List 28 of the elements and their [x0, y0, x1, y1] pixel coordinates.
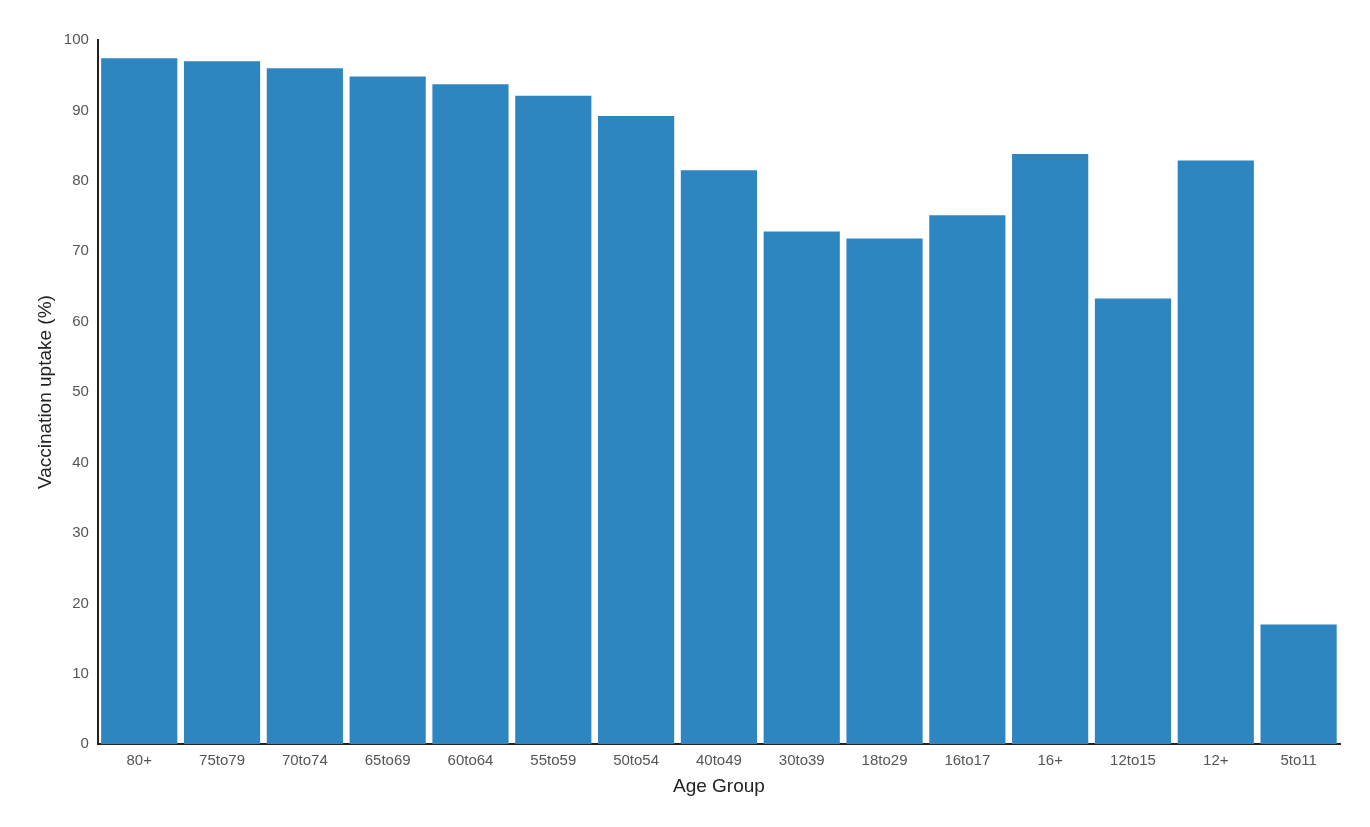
x-tick-label: 65to69	[364, 751, 411, 769]
y-tick-label: 100	[63, 30, 89, 48]
x-tick-label: 55to59	[530, 751, 577, 769]
x-tick-label: 16to17	[944, 751, 991, 769]
x-tick-label: 5to11	[1280, 751, 1317, 769]
y-tick-label: 50	[72, 382, 89, 400]
x-tick-label: 40to49	[695, 751, 742, 769]
y-tick-label: 40	[72, 452, 89, 470]
x-tick-label: 30to39	[778, 751, 825, 769]
x-tick-label: 12to15	[1110, 751, 1156, 769]
x-axis-title: Age Group	[672, 774, 765, 796]
x-tick-label: 16+	[1037, 751, 1064, 769]
y-tick-label: 20	[72, 593, 89, 611]
y-tick-label: 70	[72, 241, 89, 259]
x-tick-label: 50to54	[613, 751, 660, 769]
y-tick-label: 90	[72, 100, 89, 118]
x-tick-label: 80+	[126, 751, 153, 769]
y-tick-label: 0	[80, 734, 89, 752]
x-tick-label: 60to64	[447, 751, 494, 769]
x-tick-label: 18to29	[861, 751, 908, 769]
y-tick-label: 10	[72, 663, 89, 681]
y-tick-label: 80	[72, 170, 89, 188]
y-axis-title: Vaccination uptake (%)	[33, 295, 55, 490]
y-tick-label: 30	[72, 523, 89, 541]
x-tick-label: 70to74	[281, 751, 328, 769]
x-tick-label: 75to79	[199, 751, 245, 769]
x-tick-label: 12+	[1203, 751, 1229, 769]
y-tick-label: 60	[72, 311, 89, 329]
